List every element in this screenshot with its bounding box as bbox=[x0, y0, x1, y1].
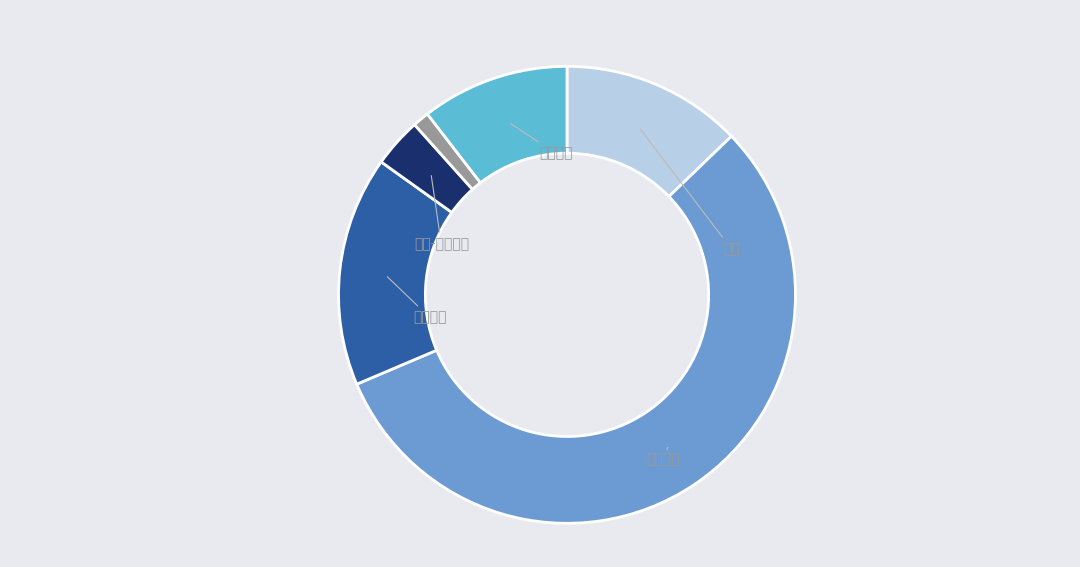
Text: 本田: 本田 bbox=[640, 129, 740, 256]
Text: 福特集团: 福特集团 bbox=[388, 277, 447, 325]
Text: 现代起亚: 现代起亚 bbox=[511, 124, 572, 160]
Text: 雷诺-日产联盟: 雷诺-日产联盟 bbox=[414, 176, 469, 252]
Wedge shape bbox=[381, 125, 472, 213]
Wedge shape bbox=[567, 66, 731, 197]
Text: 丰田集团: 丰田集团 bbox=[646, 447, 679, 466]
Wedge shape bbox=[415, 114, 481, 189]
Wedge shape bbox=[338, 162, 451, 384]
Wedge shape bbox=[356, 136, 796, 523]
Wedge shape bbox=[428, 66, 567, 183]
